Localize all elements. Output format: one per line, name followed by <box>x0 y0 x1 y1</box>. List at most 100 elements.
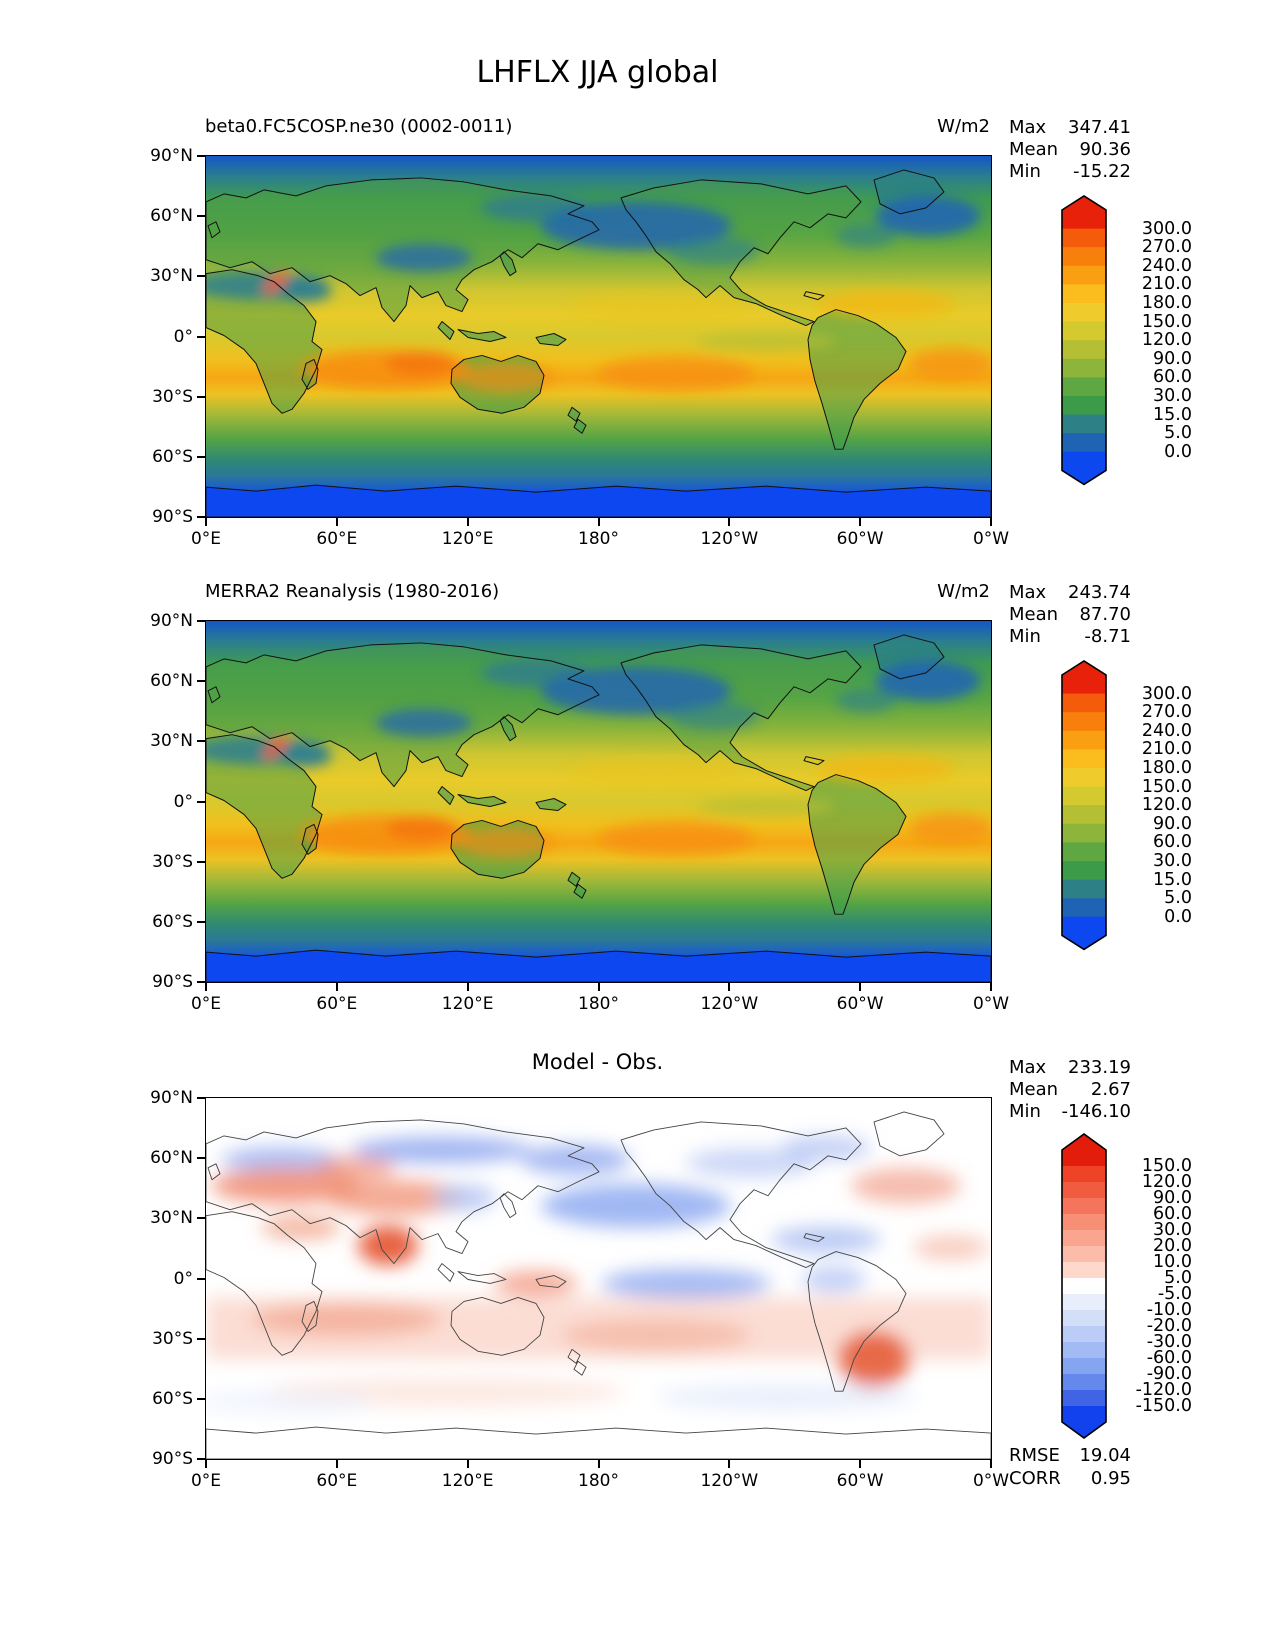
colorbar-tick-label: 300.0 <box>1141 683 1192 704</box>
y-axis-tick-label: 60°N <box>150 1148 193 1169</box>
x-axis-tick-label: 120°W <box>700 994 759 1014</box>
colorbar-band <box>1062 1294 1106 1311</box>
colorbar-outline <box>1061 195 1107 486</box>
map-model: 90°N 60°N 30°N 0° 30°S 60°S 90°S 0°E 60°E 120°E 1… <box>150 146 1009 549</box>
x-axis-tick-label: 60°W <box>836 994 884 1014</box>
colorbar-tick-label: 20.0 <box>1153 1236 1192 1256</box>
stat-mean-value: 87.70 <box>1079 604 1131 625</box>
x-axis-tick-label: 0°W <box>972 994 1010 1014</box>
colorbar-band <box>1062 879 1106 899</box>
colorbar-band <box>1062 1134 1106 1167</box>
y-axis-tick-mark <box>197 1277 205 1280</box>
y-axis-tick-label: 90°S <box>152 972 193 992</box>
y-axis-tick-mark <box>197 860 205 863</box>
x-axis-tick-mark <box>466 983 469 991</box>
colorbar-band <box>1062 730 1106 750</box>
colorbar-tick-label: 150.0 <box>1141 311 1192 332</box>
stat-row-mean: Mean 90.36 <box>1009 139 1131 161</box>
colorbar-band <box>1062 1358 1106 1375</box>
colorbar-tick-label: 150.0 <box>1141 1156 1192 1176</box>
colorbar-tick-label: 15.0 <box>1153 404 1192 425</box>
y-axis-tick-mark <box>197 215 205 218</box>
y-axis-tick-mark <box>197 800 205 803</box>
panel-obs-units: W/m2 <box>937 581 990 602</box>
colorbar-tick-label: 5.0 <box>1164 423 1192 444</box>
y-axis-tick-mark <box>197 275 205 278</box>
x-axis-tick-mark <box>335 1460 338 1468</box>
colorbar-band <box>1062 340 1106 360</box>
colorbar-tick-label: 210.0 <box>1141 739 1192 760</box>
colorbar-tick-label: 240.0 <box>1141 720 1192 741</box>
y-axis-tick-mark <box>197 1217 205 1220</box>
panel-obs-header: MERRA2 Reanalysis (1980-2016) W/m2 <box>205 581 990 602</box>
colorbar-tick-label: 270.0 <box>1141 702 1192 723</box>
panel-model-title: beta0.FC5COSP.ne30 (0002-0011) <box>205 116 513 137</box>
y-axis-tick-mark <box>197 620 205 622</box>
colorbar-tick-label: -10.0 <box>1146 1300 1192 1320</box>
colorbar-canvas <box>1061 195 1107 486</box>
y-axis-tick-label: 30°S <box>152 851 193 872</box>
y-axis-tick-mark <box>197 155 205 157</box>
y-axis-tick-label: 60°S <box>152 911 193 932</box>
x-axis-tick-label: 60°W <box>836 529 884 549</box>
x-axis-tick-mark <box>990 1460 992 1468</box>
y-axis-tick-label: 30°N <box>150 731 193 752</box>
stat-min-value: -8.71 <box>1084 626 1131 647</box>
panel-model-header: beta0.FC5COSP.ne30 (0002-0011) W/m2 <box>205 116 990 137</box>
x-axis-tick-mark <box>335 518 338 526</box>
panel-diff-title: Model - Obs. <box>531 1050 664 1074</box>
y-axis-tick-mark <box>197 981 205 983</box>
x-axis-tick-mark <box>205 983 207 991</box>
y-axis-tick-label: 0° <box>173 791 193 812</box>
colorbar-band <box>1062 377 1106 397</box>
colorbar-band <box>1062 395 1106 416</box>
y-axis-tick-mark <box>197 1337 205 1340</box>
colorbar-band <box>1062 1246 1106 1263</box>
colorbar-outline <box>1061 660 1107 951</box>
colorbar-tick-label: 240.0 <box>1141 255 1192 276</box>
colorbar-band <box>1062 1278 1106 1295</box>
map-obs-canvas <box>206 621 991 982</box>
colorbar-tick-label: 10.0 <box>1153 1252 1192 1272</box>
map-obs: 90°N 60°N 30°N 0° 30°S 60°S 90°S 0°E 60°E 120°E 1… <box>150 611 1009 1014</box>
y-axis-tick-label: 90°N <box>150 611 193 631</box>
stat-min-label: Min <box>1009 1101 1041 1122</box>
panel-diff-metrics: RMSE 19.04 CORR 0.95 <box>1009 1444 1131 1490</box>
x-axis-tick-mark <box>597 1460 600 1468</box>
panel-obs-stats: Max 243.74 Mean 87.70 Min -8.71 <box>1009 582 1131 648</box>
colorbar-band <box>1062 1374 1106 1391</box>
y-axis-tick-mark <box>197 335 205 338</box>
colorbar-diff: 150.0 120.0 90.0 60.0 30.0 20.0 10.0 5.0 -5.0 -10… <box>1060 1132 1205 1444</box>
stat-row-mean: Mean 2.67 <box>1009 1079 1131 1101</box>
colorbar-tick-label: 15.0 <box>1153 869 1192 890</box>
colorbar-band <box>1062 1214 1106 1231</box>
figure-title: LHFLX JJA global <box>476 55 719 90</box>
colorbar-band <box>1062 1406 1106 1438</box>
colorbar-band <box>1062 1310 1106 1327</box>
colorbar-tick-label: -120.0 <box>1135 1380 1192 1400</box>
stat-row-max: Max 233.19 <box>1009 1057 1131 1079</box>
colorbar-canvas <box>1061 1133 1107 1439</box>
x-axis-tick-mark <box>728 983 731 991</box>
colorbar-tick-label: 0.0 <box>1164 441 1192 462</box>
stat-min-value: -146.10 <box>1061 1101 1131 1122</box>
y-axis-tick-label: 60°S <box>152 446 193 467</box>
stat-row-min: Min -8.71 <box>1009 626 1131 648</box>
x-axis-tick-mark <box>859 1460 862 1468</box>
stat-row-max: Max 243.74 <box>1009 582 1131 604</box>
stat-min-value: -15.22 <box>1072 161 1131 182</box>
colorbar-band <box>1062 1198 1106 1215</box>
x-axis-tick-mark <box>990 983 992 991</box>
x-axis-tick-label: 0°E <box>190 1471 222 1491</box>
colorbar-tick-label: 300.0 <box>1141 218 1192 239</box>
colorbar-tick-label: 5.0 <box>1164 1268 1192 1288</box>
colorbar-band <box>1062 284 1106 304</box>
colorbar-tick-label: -150.0 <box>1135 1396 1192 1416</box>
colorbar-tick-label: 30.0 <box>1153 1220 1192 1240</box>
colorbar-band <box>1062 1326 1106 1343</box>
x-axis-tick-label: 0°E <box>190 529 222 549</box>
colorbar-band <box>1062 693 1106 713</box>
x-axis-tick-label: 60°E <box>316 1471 358 1491</box>
stat-max-value: 347.41 <box>1068 117 1131 138</box>
